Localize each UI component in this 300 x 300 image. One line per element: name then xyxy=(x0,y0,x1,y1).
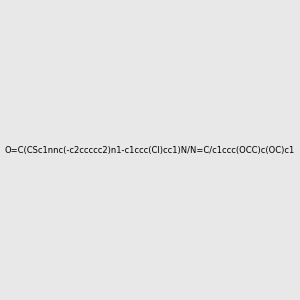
Text: O=C(CSc1nnc(-c2ccccc2)n1-c1ccc(Cl)cc1)N/N=C/c1ccc(OCC)c(OC)c1: O=C(CSc1nnc(-c2ccccc2)n1-c1ccc(Cl)cc1)N/… xyxy=(5,146,295,154)
